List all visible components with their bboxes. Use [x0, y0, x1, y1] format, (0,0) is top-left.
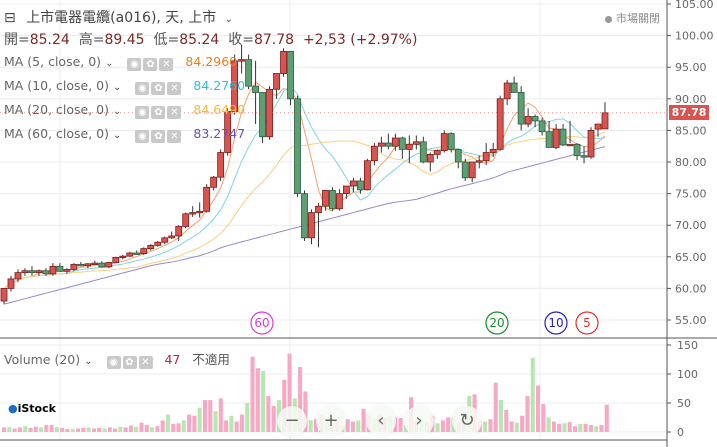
gear-icon[interactable]: ✿: [151, 105, 166, 119]
ma-legend-row[interactable]: MA (10, close, 0) ⌄ ◉ ✿ ✕ 84.2760: [4, 78, 245, 95]
ma-value: 84.6490: [193, 102, 246, 117]
svg-text:95.00: 95.00: [675, 61, 707, 74]
svg-text:85.00: 85.00: [675, 124, 707, 137]
zoom-in-button[interactable]: +: [316, 406, 346, 436]
volume-label: Volume (20): [4, 352, 81, 367]
ma-legend-row[interactable]: MA (60, close, 0) ⌄ ◉ ✿ ✕ 83.2747: [4, 126, 245, 143]
svg-text:60: 60: [254, 316, 269, 330]
low-value: 85.24: [179, 32, 220, 48]
close-icon[interactable]: ✕: [138, 355, 153, 369]
gear-icon[interactable]: ✿: [143, 57, 158, 71]
chart-title[interactable]: ⊟ 上市電器電纜(a016), 天, 上市 ⌄: [4, 7, 233, 27]
close-icon[interactable]: ✕: [167, 105, 182, 119]
svg-text:20: 20: [489, 316, 504, 330]
svg-text:10: 10: [548, 316, 563, 330]
svg-text:150: 150: [677, 339, 698, 352]
collapse-icon[interactable]: ⊟: [4, 10, 16, 26]
ma-label: MA (60, close, 0): [4, 126, 110, 141]
svg-text:100: 100: [677, 368, 698, 381]
scroll-left-button[interactable]: ‹: [366, 406, 396, 436]
svg-text:100.00: 100.00: [675, 30, 714, 43]
chevron-down-icon[interactable]: ⌄: [224, 14, 234, 25]
svg-text:55.00: 55.00: [675, 314, 707, 327]
gear-icon[interactable]: ✿: [151, 129, 166, 143]
svg-text:60.00: 60.00: [675, 282, 707, 295]
close-value: 87.78: [253, 32, 295, 48]
eye-icon[interactable]: ◉: [135, 81, 150, 95]
chevron-down-icon[interactable]: ⌄: [84, 356, 93, 367]
ma-value: 84.2960: [185, 54, 238, 69]
ma-label: MA (10, close, 0): [4, 78, 110, 93]
close-label: 收=: [228, 32, 254, 48]
svg-text:70.00: 70.00: [675, 219, 707, 232]
svg-text:105.00: 105.00: [675, 0, 714, 11]
gear-icon[interactable]: ✿: [151, 81, 166, 95]
current-price-tag: 87.78: [669, 105, 709, 120]
high-value: 89.45: [104, 32, 145, 48]
zoom-out-button[interactable]: −: [277, 406, 307, 436]
low-label: 低=: [153, 32, 180, 48]
gear-icon[interactable]: ✿: [122, 355, 137, 369]
volume-legend[interactable]: Volume (20) ⌄ ◉ ✿ ✕ 47 不適用: [4, 349, 230, 369]
chevron-down-icon[interactable]: ⌄: [113, 82, 122, 93]
close-icon[interactable]: ✕: [167, 81, 182, 95]
ma-legend-row[interactable]: MA (20, close, 0) ⌄ ◉ ✿ ✕ 84.6490: [4, 102, 245, 119]
symbol-title: 上市電器電纜(a016), 天, 上市: [26, 10, 217, 26]
svg-text:65.00: 65.00: [675, 251, 707, 264]
ma-label: MA (20, close, 0): [4, 102, 110, 117]
change-value: +2,53 (+2.97%): [302, 32, 418, 48]
svg-text:0: 0: [677, 426, 684, 439]
open-label: 開=: [4, 32, 30, 48]
eye-icon[interactable]: ◉: [135, 129, 150, 143]
svg-text:80.00: 80.00: [675, 156, 707, 169]
volume-na-label: 不適用: [192, 352, 230, 367]
high-label: 高=: [78, 32, 105, 48]
ma-value: 84.2760: [193, 78, 246, 93]
status-dot-icon: [605, 15, 612, 23]
eye-icon[interactable]: ◉: [135, 105, 150, 119]
svg-text:90.00: 90.00: [675, 93, 707, 106]
svg-text:50: 50: [677, 397, 691, 410]
eye-icon[interactable]: ◉: [106, 355, 121, 369]
open-value: 85.24: [29, 32, 70, 48]
eye-icon[interactable]: ◉: [127, 57, 142, 71]
chevron-down-icon[interactable]: ⌄: [113, 130, 122, 141]
ma-label: MA (5, close, 0): [4, 54, 102, 69]
chevron-down-icon[interactable]: ⌄: [113, 106, 122, 117]
svg-text:5: 5: [583, 316, 591, 330]
market-status: 市場關閉: [605, 10, 660, 26]
chevron-down-icon[interactable]: ⌄: [105, 58, 114, 69]
reset-chart-button[interactable]: ↻: [452, 406, 482, 436]
ma-value: 83.2747: [193, 126, 246, 141]
market-status-label: 市場關閉: [616, 12, 660, 25]
svg-text:75.00: 75.00: [675, 188, 707, 201]
istock-logo: ●iStock: [8, 402, 56, 415]
ma-legend-row[interactable]: MA (5, close, 0) ⌄ ◉ ✿ ✕ 84.2960: [4, 54, 237, 71]
volume-value: 47: [164, 352, 181, 367]
scroll-right-button[interactable]: ›: [404, 406, 434, 436]
ohlc-values: 開=85.24 高=89.45 低=85.24 收=87.78 +2,53 (+…: [4, 29, 417, 49]
close-icon[interactable]: ✕: [159, 57, 174, 71]
close-icon[interactable]: ✕: [167, 129, 182, 143]
